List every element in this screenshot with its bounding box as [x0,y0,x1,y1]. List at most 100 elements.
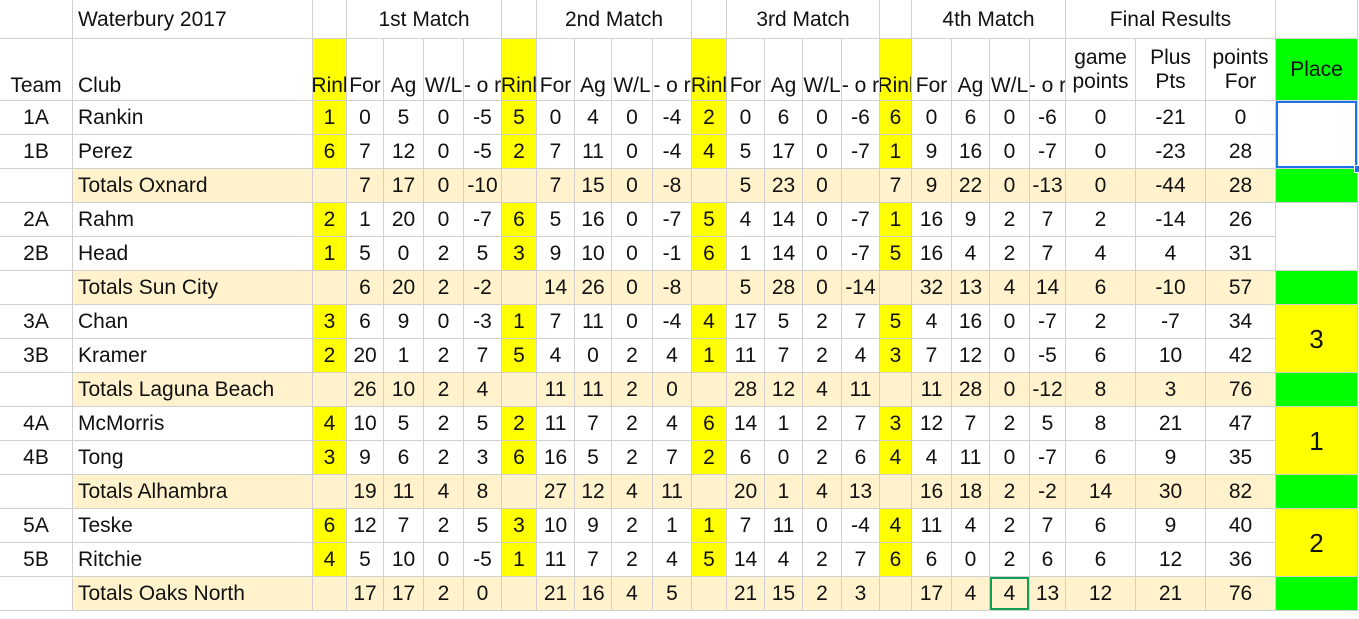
against-cell[interactable]: 0 [384,237,424,271]
points-for-cell[interactable]: 76 [1206,373,1276,407]
selection-fill-handle[interactable] [1354,165,1359,173]
win-loss-cell[interactable]: 2 [803,577,842,611]
win-loss-cell[interactable]: 0 [424,169,464,203]
against-cell[interactable]: 6 [384,441,424,475]
against-cell[interactable]: 10 [384,543,424,577]
rink-cell[interactable] [313,475,347,509]
team-cell[interactable] [0,271,73,305]
game-points-cell[interactable]: 6 [1066,441,1136,475]
rink-cell[interactable]: 1 [313,101,347,135]
corner-cell[interactable] [0,0,73,39]
win-loss-cell[interactable]: 2 [990,509,1030,543]
win-loss-cell[interactable]: 4 [612,475,653,509]
plus-minus-cell[interactable]: -4 [842,509,880,543]
totals-club-cell[interactable]: Totals Alhambra [73,475,313,509]
plus-minus-cell[interactable]: -2 [464,271,502,305]
against-cell[interactable]: 4 [575,101,612,135]
rink-cell[interactable]: 3 [880,339,912,373]
place-totals-cell[interactable] [1276,577,1358,611]
win-loss-cell[interactable]: 2 [424,271,464,305]
for-cell[interactable]: 7 [537,305,575,339]
win-loss-cell[interactable]: 2 [803,543,842,577]
plus-minus-cell[interactable]: -7 [842,237,880,271]
plus-pts-cell[interactable]: -44 [1136,169,1206,203]
game-points-cell[interactable]: 0 [1066,135,1136,169]
against-cell[interactable]: 14 [765,237,803,271]
against-cell[interactable]: 15 [765,577,803,611]
win-loss-cell[interactable]: 4 [424,475,464,509]
plus-pts-cell[interactable]: 9 [1136,441,1206,475]
plus-minus-cell[interactable]: -5 [464,543,502,577]
plus-minus-cell[interactable]: 6 [1030,543,1066,577]
rink-cell[interactable]: 4 [313,543,347,577]
against-cell[interactable]: 4 [765,543,803,577]
plus-pts-cell[interactable]: -21 [1136,101,1206,135]
for-cell[interactable]: 5 [727,169,765,203]
points-for-cell[interactable]: 76 [1206,577,1276,611]
for-cell[interactable]: 20 [727,475,765,509]
plus-minus-cell[interactable]: -7 [1030,305,1066,339]
col-header-rink[interactable]: Rinl [692,39,727,101]
plus-pts-cell[interactable]: -14 [1136,203,1206,237]
for-cell[interactable]: 1 [727,237,765,271]
win-loss-cell[interactable]: 2 [424,509,464,543]
plus-minus-cell[interactable]: -5 [464,135,502,169]
plus-minus-cell[interactable]: 7 [842,407,880,441]
game-points-cell[interactable]: 8 [1066,373,1136,407]
game-points-cell[interactable]: 4 [1066,237,1136,271]
against-cell[interactable]: 18 [952,475,990,509]
rink-cell[interactable]: 2 [692,441,727,475]
for-cell[interactable]: 26 [347,373,384,407]
rink-cell[interactable]: 6 [692,237,727,271]
team-cell[interactable] [0,475,73,509]
win-loss-cell[interactable]: 2 [424,577,464,611]
against-cell[interactable]: 16 [952,135,990,169]
win-loss-cell[interactable]: 0 [803,203,842,237]
plus-minus-cell[interactable]: -2 [1030,475,1066,509]
plus-minus-cell[interactable]: 13 [842,475,880,509]
against-cell[interactable]: 0 [952,543,990,577]
against-cell[interactable]: 4 [952,577,990,611]
against-cell[interactable]: 7 [952,407,990,441]
plus-pts-cell[interactable]: 10 [1136,339,1206,373]
plus-minus-cell[interactable]: -4 [653,305,692,339]
col-header-for[interactable]: For [347,39,384,101]
win-loss-cell[interactable]: 0 [990,441,1030,475]
plus-minus-cell[interactable]: 7 [653,441,692,475]
rink-cell[interactable]: 6 [502,441,537,475]
against-cell[interactable]: 20 [384,271,424,305]
rink-cell[interactable]: 3 [880,407,912,441]
team-cell[interactable] [0,373,73,407]
for-cell[interactable]: 14 [727,407,765,441]
place-cell[interactable] [1276,203,1358,271]
against-cell[interactable]: 12 [384,135,424,169]
for-cell[interactable]: 14 [727,543,765,577]
win-loss-cell[interactable]: 4 [612,577,653,611]
col-header-game-points[interactable]: game points [1066,39,1136,101]
win-loss-cell[interactable]: 2 [424,339,464,373]
club-cell[interactable]: Perez [73,135,313,169]
win-loss-cell[interactable]: 2 [612,509,653,543]
for-cell[interactable]: 9 [912,169,952,203]
club-cell[interactable]: Rankin [73,101,313,135]
for-cell[interactable]: 10 [347,407,384,441]
against-cell[interactable]: 11 [575,135,612,169]
team-cell[interactable]: 2B [0,237,73,271]
rink-cell[interactable]: 6 [502,203,537,237]
plus-minus-cell[interactable]: -7 [1030,441,1066,475]
place-cell[interactable]: 3 [1276,305,1358,373]
plus-minus-cell[interactable]: 11 [653,475,692,509]
col-header-wl[interactable]: W/L [424,39,464,101]
win-loss-cell[interactable]: 2 [990,203,1030,237]
for-cell[interactable]: 28 [727,373,765,407]
against-cell[interactable]: 15 [575,169,612,203]
for-cell[interactable]: 6 [347,305,384,339]
rink-cell[interactable]: 4 [692,305,727,339]
header-blank[interactable] [313,0,347,39]
club-cell[interactable]: Head [73,237,313,271]
win-loss-cell[interactable]: 4 [803,373,842,407]
rink-cell[interactable]: 6 [313,509,347,543]
totals-club-cell[interactable]: Totals Sun City [73,271,313,305]
rink-cell[interactable]: 5 [502,339,537,373]
